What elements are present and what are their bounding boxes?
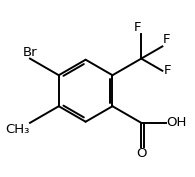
Text: Br: Br <box>23 46 37 59</box>
Text: F: F <box>134 21 141 34</box>
Text: F: F <box>162 33 170 46</box>
Text: F: F <box>163 64 171 77</box>
Text: O: O <box>136 147 146 160</box>
Text: CH₃: CH₃ <box>6 123 30 136</box>
Text: OH: OH <box>167 116 187 129</box>
